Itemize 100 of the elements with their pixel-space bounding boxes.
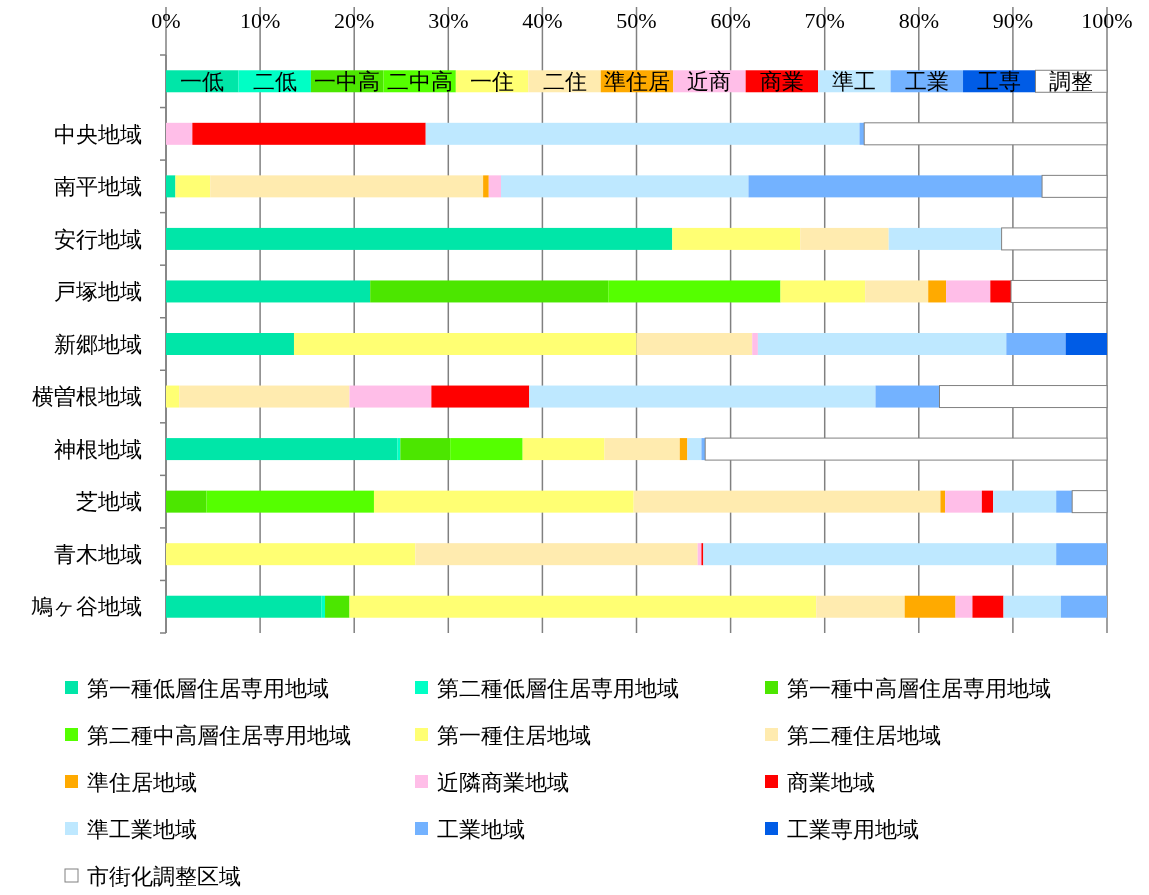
bar [1006,333,1066,355]
legend-label: 準住居地域 [87,769,197,795]
x-tick-label: 60% [710,8,751,33]
bar [166,595,322,618]
bar [703,543,1057,566]
data-label: 工専 [977,68,1022,94]
bar [990,280,1012,303]
bar [522,438,605,461]
legend-label: 第二種低層住居専用地域 [437,675,679,701]
bar [166,543,416,566]
y-tick-label: 青木地域 [54,541,142,567]
data-label: 二低 [252,68,297,94]
bar [940,490,946,513]
bar [608,280,781,303]
data-label: 商業 [759,68,804,94]
bar [780,280,866,303]
bar [373,490,634,513]
x-tick-label: 40% [522,8,563,33]
bar [993,490,1057,513]
data-label: 調整 [1049,68,1094,94]
x-tick-label: 90% [992,8,1034,33]
y-tick-label: 横曽根地域 [32,384,142,410]
bar [955,595,973,618]
bar [175,175,211,198]
x-tick-label: 0% [151,8,181,33]
y-tick-label: 南平地域 [54,174,142,200]
bar [166,385,180,408]
bar [450,438,523,461]
y-tick-label: 中央地域 [54,121,142,147]
x-tick-label: 80% [898,8,939,33]
legend-label: 第一種低層住居専用地域 [87,675,329,701]
bar [865,280,929,303]
bar [425,122,860,145]
bar [1056,490,1073,513]
y-tick-label: 芝地域 [76,489,142,515]
data-label: 準住居 [603,68,670,94]
bar [166,438,398,461]
bar [748,175,1043,198]
bar [904,595,956,618]
bar [166,175,176,198]
bar [483,175,489,198]
bar [757,333,1007,355]
bar [293,333,637,355]
bar [1065,333,1107,355]
x-tick-label: 10% [239,8,281,33]
bar [1056,543,1107,566]
data-label: 工業 [904,68,949,94]
x-tick-label: 70% [804,8,845,33]
data-label: 二中高 [386,68,453,94]
data-label: 準工 [832,68,877,94]
y-tick-label: 戸塚地域 [54,279,142,305]
bar [166,227,673,250]
bar [397,438,401,461]
bar [166,333,294,355]
bar [325,595,350,618]
bar [321,595,326,618]
bar [415,543,698,566]
data-label: 一住 [470,68,515,94]
bar [636,333,753,355]
bar [210,175,484,198]
data-label: 二住 [542,68,587,94]
legend-label: 第一種中高層住居専用地域 [787,675,1051,701]
bar [400,438,451,461]
bar [349,385,432,408]
legend-label: 工業専用地域 [787,816,919,842]
bar [604,438,680,461]
bar [875,385,940,408]
bar [192,122,426,145]
bar [501,175,749,198]
legend-label: 市街化調整区域 [87,863,241,889]
bar [370,280,609,303]
bar [928,280,947,303]
x-tick-label: 20% [334,8,375,33]
bar [633,490,941,513]
y-tick-label: 鳩ヶ谷地域 [31,594,142,620]
bar [946,280,991,303]
data-label: 一中高 [314,68,381,94]
legend-label: 近隣商業地域 [437,769,569,795]
bar [166,490,207,513]
legend-label: 準工業地域 [87,816,197,842]
legend-label: 商業地域 [787,769,875,795]
bar [349,595,817,618]
bar [800,227,889,250]
bar [166,122,193,145]
bar [752,333,758,355]
bar [166,280,371,303]
y-tick-label: 安行地域 [54,226,142,252]
bar [679,438,688,461]
bar [687,438,702,461]
bar [488,175,501,198]
bar [972,595,1004,618]
bar [888,227,1002,250]
legend-label: 工業地域 [437,816,525,842]
bar [672,227,801,250]
x-tick-label: 30% [428,8,469,33]
bar [179,385,350,408]
bar [1060,595,1107,618]
x-tick-label: 50% [616,8,657,33]
bar [1003,595,1061,618]
bar [945,490,982,513]
